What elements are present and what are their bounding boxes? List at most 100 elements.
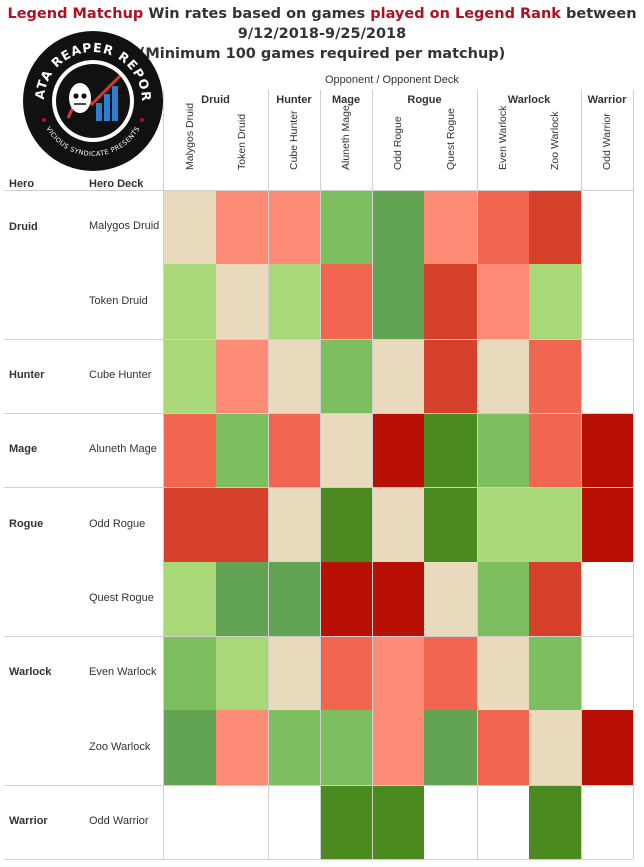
row-separator: [4, 487, 633, 488]
title-subtitle: (Minimum 100 games required per matchup): [138, 46, 506, 62]
column-deck-header: Even Warlock: [477, 106, 529, 182]
heatmap-cell: [163, 413, 216, 487]
heatmap-cell: [477, 636, 529, 710]
row-deck-label: Zoo Warlock: [89, 740, 151, 753]
heatmap-cell: [216, 487, 268, 562]
heatmap-cell: [581, 413, 633, 487]
heatmap-cell: [581, 487, 633, 562]
heatmap-cell: [581, 636, 633, 710]
heatmap-cell: [163, 339, 216, 413]
heatmap-cell: [268, 710, 320, 785]
heatmap-cell: [216, 413, 268, 487]
heatmap-cell: [268, 264, 320, 339]
heatmap-cell: [529, 785, 581, 859]
heatmap-cell: [424, 264, 477, 339]
column-deck-label: Even Warlock: [497, 105, 509, 170]
column-deck-header: Quest Rogue: [424, 108, 477, 182]
heatmap-cell: [477, 785, 529, 859]
heatmap-cell: [424, 710, 477, 785]
heatmap-cell: [372, 562, 424, 636]
title-highlight-legend-matchup: Legend Matchup: [7, 6, 144, 22]
heatmap-cell: [424, 487, 477, 562]
heatmap-cell: [268, 339, 320, 413]
heatmap-cell: [424, 636, 477, 710]
row-hero-label: Rogue: [9, 517, 44, 530]
heatmap-cell: [216, 264, 268, 339]
heatmap-cell: [268, 487, 320, 562]
heatmap-cell: [477, 562, 529, 636]
column-separator: [163, 90, 164, 859]
row-deck-label: Cube Hunter: [89, 369, 152, 381]
heatmap-cell: [163, 487, 216, 562]
row-deck-label: Even Warlock: [89, 666, 157, 678]
heatmap-cell: [424, 190, 477, 264]
column-deck-label: Quest Rogue: [444, 108, 457, 170]
heatmap-cell: [372, 636, 424, 710]
heatmap-cell: [163, 562, 216, 636]
heatmap-cell: [581, 190, 633, 264]
heatmap-cell: [477, 339, 529, 413]
row-hero-label: Warlock: [9, 666, 52, 678]
column-deck-header: Odd Warrior: [581, 113, 633, 182]
heatmap-cell: [320, 190, 372, 264]
column-deck-label: Cube Hunter: [288, 110, 300, 170]
row-deck-label: Token Druid: [89, 294, 148, 307]
heatmap-cell: [320, 710, 372, 785]
heatmap-cell: [372, 710, 424, 785]
column-deck-label: Token Druid: [236, 113, 248, 170]
heatmap-cell: [320, 487, 372, 562]
opponent-axis-title: Opponent / Opponent Deck: [325, 74, 459, 86]
heatmap-cell: [424, 562, 477, 636]
column-hero-label: Mage: [331, 94, 361, 106]
column-deck-label: Malygos Druid: [183, 102, 196, 170]
heatmap-cell: [581, 339, 633, 413]
row-hero-label: Hunter: [9, 369, 45, 381]
row-hero-label: Mage: [9, 443, 38, 455]
column-deck-header: Odd Rogue: [372, 116, 424, 182]
row-deck-label: Quest Rogue: [89, 592, 154, 604]
heatmap-cell: [529, 264, 581, 339]
heatmap-cell: [477, 264, 529, 339]
title-highlight-legend-rank: played on Legend Rank: [370, 6, 561, 22]
row-separator: [4, 190, 633, 191]
row-deck-label: Odd Warrior: [89, 815, 149, 827]
column-deck-header: Zoo Warlock: [529, 111, 581, 182]
heatmap-cell: [372, 264, 424, 339]
heatmap-cell: [320, 562, 372, 636]
title-text-between: between: [560, 6, 637, 22]
column-deck-label: Odd Rogue: [392, 116, 404, 170]
column-hero-label: Druid: [201, 94, 230, 106]
heatmap-cell: [581, 710, 633, 785]
row-separator: [4, 339, 633, 340]
row-hero-label: Druid: [9, 221, 38, 233]
heatmap-cell: [268, 413, 320, 487]
heatmap-cell: [477, 710, 529, 785]
heatmap-cell: [372, 413, 424, 487]
heatmap-cell: [529, 190, 581, 264]
row-separator: [4, 636, 633, 637]
heatmap-cell: [581, 264, 633, 339]
heatmap-cell: [581, 562, 633, 636]
column-separator: [268, 90, 269, 859]
heatmap-cell: [372, 785, 424, 859]
heatmap-cell: [529, 487, 581, 562]
heatmap-cell: [163, 636, 216, 710]
heatmap-cell: [320, 785, 372, 859]
row-deck-label: Aluneth Mage: [89, 443, 157, 455]
title-date-range: 9/12/2018-9/25/2018: [237, 26, 407, 42]
heatmap-cell: [268, 785, 320, 859]
column-deck-header: Malygos Druid: [163, 103, 216, 182]
heatmap-cell: [372, 339, 424, 413]
heatmap-cell: [163, 190, 216, 264]
heatmap-cell: [529, 562, 581, 636]
heatmap-cell: [320, 413, 372, 487]
row-separator: [4, 785, 633, 786]
row-header-hero: Hero: [9, 178, 35, 190]
heatmap-cell: [372, 487, 424, 562]
heatmap-cell: [216, 636, 268, 710]
heatmap-cell: [372, 190, 424, 264]
row-deck-label: Malygos Druid: [89, 220, 160, 232]
heatmap-cell: [529, 413, 581, 487]
column-hero-label: Rogue: [407, 94, 442, 106]
column-separator: [633, 90, 634, 859]
